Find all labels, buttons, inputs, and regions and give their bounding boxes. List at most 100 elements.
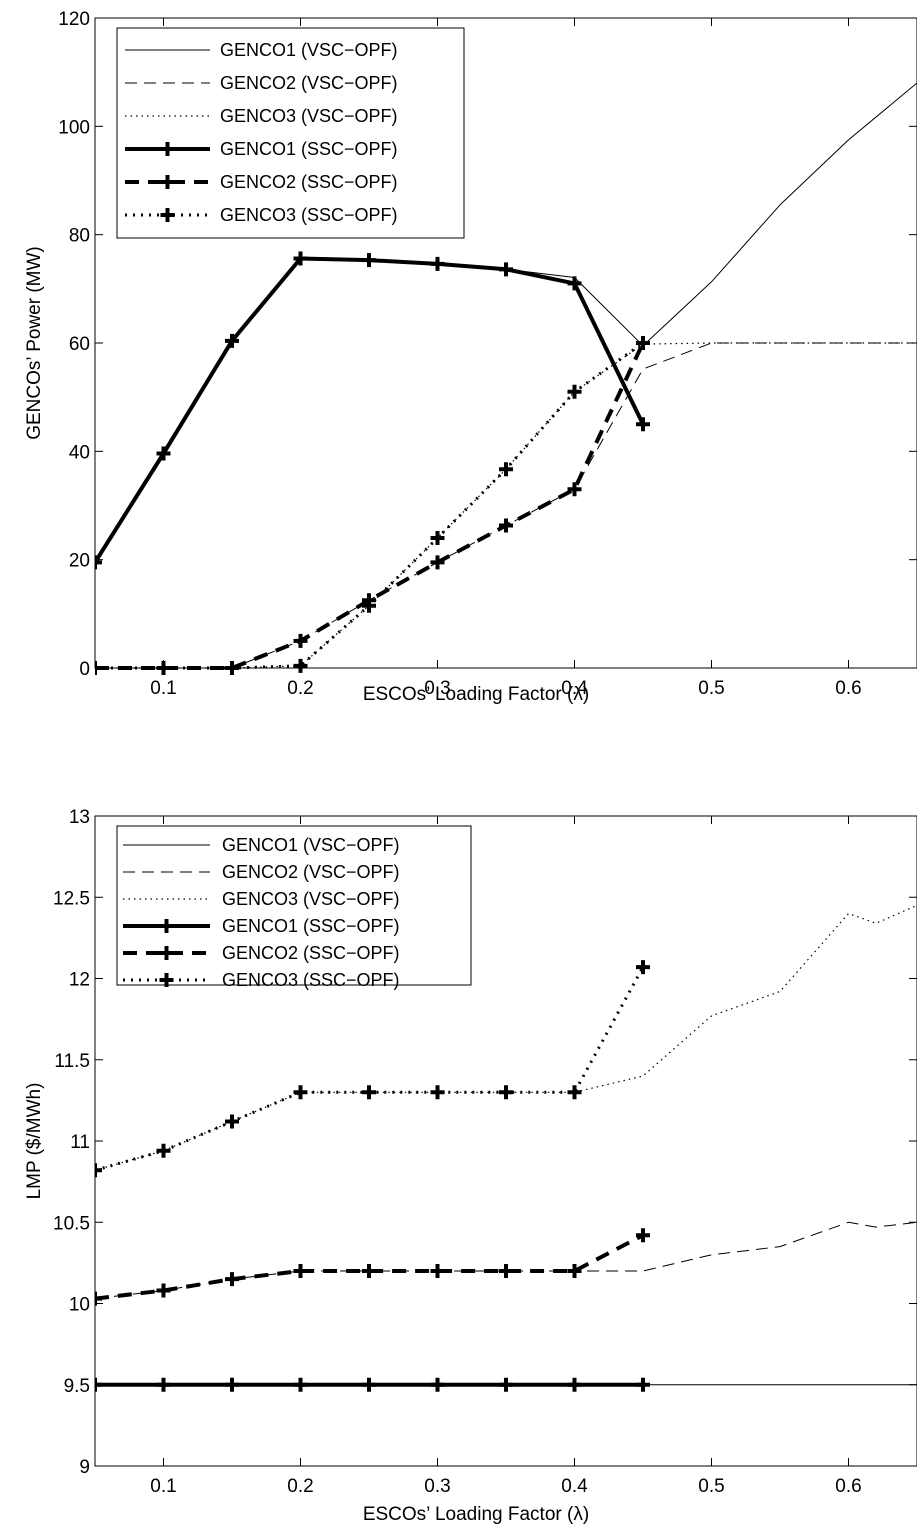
legend: GENCO1 (VSC−OPF) GENCO2 (VSC−OPF) GENCO3 (… — [116, 825, 472, 990]
series-6-point — [430, 1085, 445, 1100]
series-4-point — [362, 253, 376, 268]
series-6-point — [293, 658, 308, 673]
series-4-point — [225, 1377, 239, 1392]
series-4-point — [567, 1377, 582, 1392]
series-4-point — [156, 446, 171, 461]
series-line-6 — [95, 341, 644, 670]
legend-label-3: GENCO3 (VSC−OPF) — [222, 889, 400, 909]
x-tick-label: 0.6 — [835, 1476, 861, 1497]
series-6-point — [95, 1163, 102, 1178]
y-tick-label: 0 — [79, 659, 90, 680]
chart-panel-1: 0.1 0.2 0.3 0.4 0.5 0.6 0 20 40 60 80 100 120 ESCOs’ … — [24, 9, 917, 705]
series-6-point — [95, 661, 102, 675]
chart-panel-2: 0.1 0.2 0.3 0.4 0.5 0.6 9 9.5 10 10.5 11 11.5 12 12.5… — [24, 807, 917, 1525]
legend-label-4: GENCO1 (SSC−OPF) — [220, 139, 398, 159]
series-line-6 — [95, 966, 645, 1172]
series-line-2 — [95, 342, 917, 669]
series-5-point — [293, 633, 308, 648]
legend-label-6: GENCO3 (SSC−OPF) — [222, 970, 400, 990]
y-tick-label: 13 — [69, 807, 90, 828]
legend-label-1: GENCO1 (VSC−OPF) — [220, 40, 398, 60]
series-6-point — [430, 531, 445, 545]
series-4-point — [95, 1377, 102, 1392]
series-5-point — [95, 1291, 102, 1306]
series-6-point — [293, 1085, 308, 1100]
legend-label-4: GENCO1 (SSC−OPF) — [222, 916, 400, 936]
series-4-point — [636, 417, 650, 432]
series-4-point — [499, 1377, 513, 1392]
legend-label-2: GENCO2 (VSC−OPF) — [220, 73, 398, 93]
y-tick-label: 60 — [69, 334, 90, 355]
legend-label-6: GENCO3 (SSC−OPF) — [220, 205, 398, 225]
series-4-point — [430, 1377, 445, 1392]
legend-label-3: GENCO3 (VSC−OPF) — [220, 106, 398, 126]
series-group — [95, 904, 917, 1392]
legend-label-2: GENCO2 (VSC−OPF) — [222, 862, 400, 882]
legend-label-1: GENCO1 (VSC−OPF) — [222, 835, 400, 855]
series-line-3 — [95, 342, 917, 669]
series-5-point — [499, 518, 513, 533]
y-tick-label: 100 — [58, 117, 90, 138]
x-tick-label: 0.2 — [287, 678, 313, 699]
legend-marker-6 — [160, 208, 175, 222]
x-tick-label: 0.6 — [835, 678, 861, 699]
series-4-point — [95, 555, 102, 570]
series-group — [95, 82, 917, 675]
series-line-4 — [95, 256, 645, 564]
x-tick-label: 0.1 — [150, 1476, 176, 1497]
series-5-point — [636, 1228, 650, 1243]
series-4-point — [293, 1377, 308, 1392]
series-6-point — [225, 1114, 239, 1129]
series-6-point — [156, 661, 171, 675]
series-5-point — [567, 482, 582, 497]
y-tick-label: 11.5 — [54, 1051, 90, 1072]
legend-label-5: GENCO2 (SSC−OPF) — [220, 172, 398, 192]
series-4-point — [362, 1377, 376, 1392]
series-4-point — [156, 1377, 171, 1392]
y-tick-label: 40 — [69, 442, 90, 463]
x-tick-label: 0.5 — [698, 678, 724, 699]
series-5-point — [430, 555, 445, 570]
legend-box — [116, 27, 465, 239]
legend-marker-5 — [160, 175, 175, 189]
series-5-point — [430, 1264, 445, 1278]
series-6-point — [499, 462, 513, 477]
x-tick-label: 0.1 — [150, 678, 176, 699]
series-5-point — [567, 1264, 582, 1278]
series-6-point — [156, 1143, 171, 1158]
series-6-point — [636, 960, 650, 975]
series-6-point — [362, 1085, 376, 1100]
y-tick-label: 120 — [58, 9, 90, 30]
series-5-point — [499, 1264, 513, 1278]
series-line-5 — [95, 1233, 644, 1301]
x-axis-label: ESCOs’ Loading Factor (λ) — [363, 1504, 589, 1525]
x-tick-label: 0.3 — [424, 678, 450, 699]
series-6-point — [567, 1085, 582, 1100]
legend-marker-6 — [159, 973, 174, 987]
y-tick-label: 9 — [79, 1457, 90, 1478]
series-line-3 — [95, 904, 917, 1171]
y-tick-label: 80 — [69, 226, 90, 247]
x-tick-label: 0.2 — [287, 1476, 313, 1497]
x-tick-label: 0.4 — [561, 678, 588, 699]
x-tick-label: 0.5 — [698, 1476, 724, 1497]
y-axis-label: GENCOs’ Power (MW) — [24, 246, 45, 440]
series-4-point — [499, 262, 513, 277]
series-4-point — [225, 333, 239, 348]
series-line-2 — [95, 1221, 917, 1300]
y-tick-label: 10 — [69, 1295, 90, 1316]
series-6-point — [636, 336, 650, 350]
x-axis-label: ESCOs’ Loading Factor (λ) — [363, 684, 589, 705]
legend-marker-4 — [159, 919, 174, 933]
series-line-5 — [95, 342, 645, 670]
y-tick-label: 10.5 — [53, 1213, 90, 1234]
legend-marker-4 — [160, 142, 175, 156]
y-tick-label: 9.5 — [64, 1376, 90, 1397]
series-5-point — [362, 1264, 376, 1278]
legend-label-5: GENCO2 (SSC−OPF) — [222, 943, 400, 963]
series-5-point — [293, 1264, 308, 1278]
legend-marker-5 — [159, 946, 174, 960]
series-4-point — [293, 251, 308, 266]
legend: GENCO1 (VSC−OPF) GENCO2 (VSC−OPF) GENCO3 (… — [116, 27, 465, 239]
